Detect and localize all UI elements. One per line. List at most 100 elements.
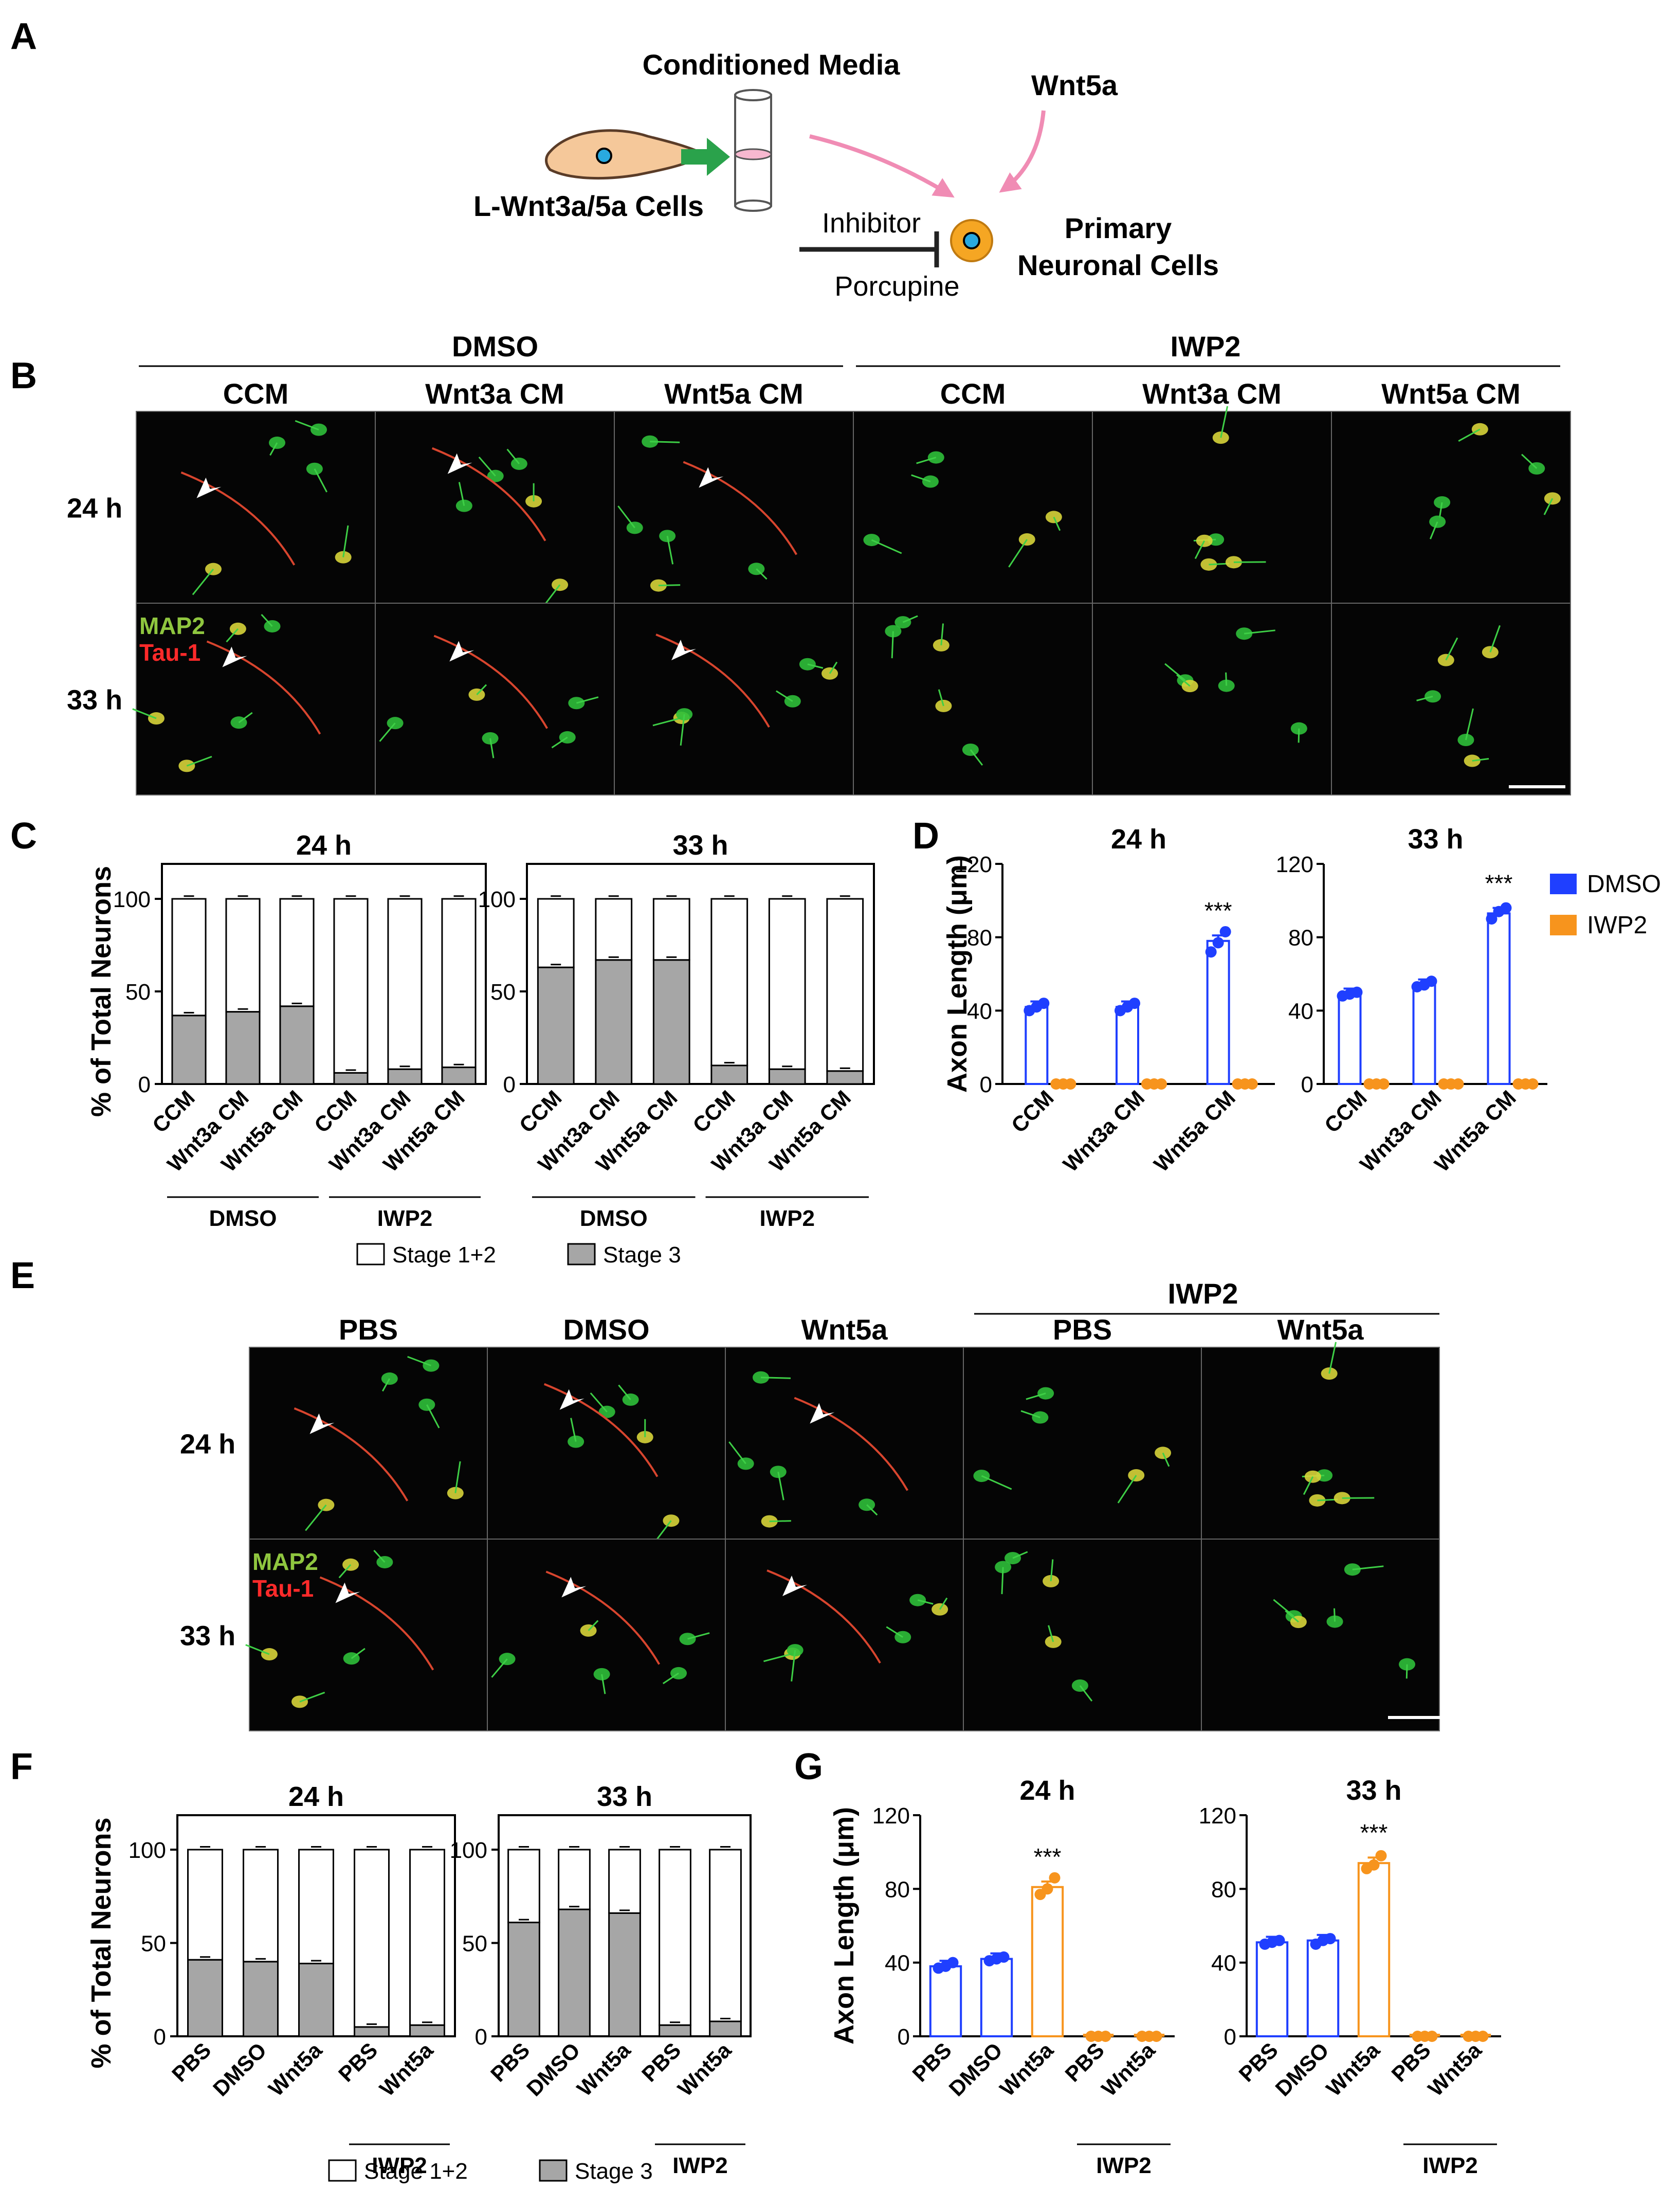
significance-mark: *** — [1204, 897, 1232, 924]
bar-stage3 — [659, 2024, 691, 2037]
stain-label-tau: Tau-1 — [252, 1575, 314, 1602]
data-point — [1205, 946, 1217, 958]
stain-label-map2: MAP2 — [139, 612, 205, 639]
data-point — [1212, 937, 1224, 949]
legend-label-stage3: Stage 3 — [575, 2159, 653, 2184]
data-point — [1426, 2031, 1438, 2042]
neurite-mark — [1416, 695, 1433, 701]
row-label: 33 h — [180, 1621, 235, 1652]
y-tick-label: 50 — [141, 1931, 166, 1957]
bar-stage3 — [225, 1011, 261, 1085]
bar-stage12 — [768, 898, 806, 1070]
y-tick-label: 40 — [1211, 1951, 1236, 1976]
group-label: DMSO — [580, 1206, 648, 1231]
neurite-mark — [491, 1658, 508, 1678]
bar-stage12 — [333, 898, 369, 1074]
significance-mark: *** — [1034, 1843, 1062, 1870]
bar — [1025, 1006, 1049, 1085]
panel-letter-b: B — [10, 355, 37, 396]
group-label: IWP2 — [672, 2153, 728, 2178]
data-point — [1426, 975, 1437, 987]
neurite-mark — [1429, 521, 1438, 539]
y-tick-label: 50 — [462, 1931, 487, 1957]
subplot-title: 33 h — [597, 1781, 652, 1812]
y-tick-label: 0 — [1301, 1072, 1313, 1097]
axon-mark — [683, 461, 798, 555]
legend-swatch — [1550, 915, 1577, 935]
pink-arrow-cm — [809, 134, 955, 198]
x-tick-label: Wnt5a — [1097, 2038, 1160, 2101]
bar-stage12 — [187, 1849, 223, 1961]
green-arrow-icon — [681, 138, 730, 176]
x-tick-label: Wnt3a CM — [1355, 1086, 1446, 1177]
neurite-mark — [506, 448, 520, 464]
y-tick-label: 50 — [490, 980, 516, 1005]
bar-stage12 — [354, 1849, 390, 2028]
stain-label-map2: MAP2 — [252, 1548, 318, 1575]
fibroblast-cell-icon — [545, 129, 707, 180]
group-label: IWP2 — [377, 1206, 433, 1231]
micrograph-tile — [963, 1347, 1202, 1540]
wnt5a-label: Wnt5a — [1031, 69, 1118, 101]
micrograph-tile — [375, 411, 615, 604]
bar-stage12 — [279, 898, 315, 1007]
neurite-mark — [454, 1461, 461, 1493]
bar — [1338, 993, 1362, 1085]
panel-letter-c: C — [10, 816, 37, 857]
neuron-label-1: Primary — [1065, 212, 1172, 244]
bar-stage12 — [652, 898, 690, 961]
neurite-mark — [351, 1648, 366, 1659]
neurite-mark — [970, 749, 983, 766]
y-axis-label: % of Total Neurons — [86, 866, 117, 1117]
arrowhead-marker — [309, 1413, 335, 1434]
neurite-mark — [666, 536, 674, 565]
data-point — [1156, 1078, 1167, 1090]
neurite-mark — [1162, 1452, 1170, 1467]
cm-label: Conditioned Media — [643, 48, 901, 81]
axon-mark — [180, 471, 296, 566]
bar — [1116, 1006, 1139, 1085]
data-point — [1486, 913, 1498, 925]
arrowhead-marker — [699, 467, 724, 488]
bar-stage12 — [507, 1849, 540, 1924]
neurite-mark — [776, 690, 793, 702]
axon-mark — [319, 1576, 434, 1671]
neurite-mark — [192, 568, 214, 595]
neurite-mark — [938, 689, 944, 707]
legend-label: IWP2 — [1587, 912, 1647, 939]
neurite-mark — [1458, 428, 1481, 442]
panel-letter-g: G — [794, 1746, 823, 1787]
cells-label: L-Wnt3a/5a Cells — [473, 190, 704, 222]
bar-stage12 — [595, 898, 633, 961]
bar — [1031, 1886, 1064, 2037]
data-point — [1151, 2031, 1162, 2042]
porcupine-label: Porcupine — [834, 271, 959, 302]
neurite-mark — [1438, 502, 1443, 518]
stain-label-tau: Tau-1 — [139, 639, 200, 666]
neurite-mark — [1328, 1342, 1337, 1374]
data-point — [1452, 1078, 1464, 1090]
micrograph-tile — [136, 411, 376, 604]
significance-mark: *** — [1360, 1819, 1388, 1846]
axon-mark — [433, 635, 549, 729]
y-tick-label: 100 — [478, 887, 516, 912]
column-header: Wnt5a CM — [1381, 377, 1521, 410]
data-point — [1049, 1872, 1061, 1884]
column-header: Wnt3a CM — [1142, 377, 1282, 410]
neurite-mark — [238, 712, 253, 724]
y-tick-label: 80 — [885, 1877, 910, 1902]
bar-stage12 — [298, 1849, 334, 1964]
subplot-title: 33 h — [672, 830, 728, 861]
neurite-mark — [543, 584, 561, 607]
y-tick-label: 120 — [1199, 1803, 1236, 1829]
bar-stage3 — [387, 1068, 423, 1085]
subplot: 24 h 0 40 80 120 CCM Wnt3a CM Wnt5a CM *** — [955, 824, 1275, 1177]
neurite-mark — [1012, 1551, 1028, 1559]
column-header: Wnt5a — [1277, 1313, 1364, 1346]
y-tick-label: 0 — [1224, 2024, 1236, 2050]
bar-stage12 — [826, 898, 864, 1072]
bar — [980, 1958, 1013, 2037]
